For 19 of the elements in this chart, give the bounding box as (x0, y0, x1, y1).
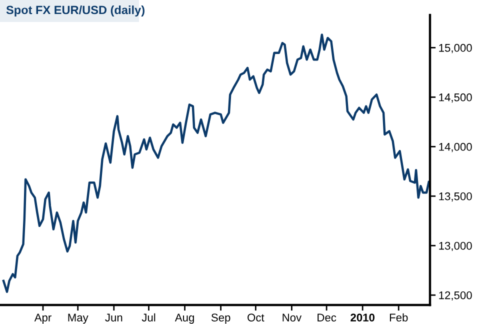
y-tick-label: 14,000 (439, 142, 472, 152)
y-tick-label: 14,500 (439, 93, 472, 103)
x-tick-label: Oct (248, 314, 264, 322)
x-tick-label: Dec (318, 314, 336, 322)
line-series (2, 34, 430, 293)
x-tick-label: Jun (105, 314, 122, 322)
x-tick-label: Apr (34, 314, 52, 324)
x-tick-label: Nov (282, 314, 302, 322)
chart-title: Spot FX EUR/USD (daily) (6, 6, 144, 16)
x-tick-label: Aug (174, 314, 194, 324)
x-tick-label: 2010 (350, 314, 374, 322)
x-tick-label: Sep (211, 314, 230, 324)
y-tick-label: 13,500 (439, 192, 472, 202)
y-tick-label: 12,500 (439, 291, 472, 301)
x-tick-label: May (68, 314, 88, 324)
x-tick-label: Feb (390, 313, 408, 322)
y-tick-label: 15,000 (439, 44, 472, 54)
y-tick-label: 13,000 (439, 242, 472, 252)
x-tick-label: Jul (142, 313, 156, 322)
